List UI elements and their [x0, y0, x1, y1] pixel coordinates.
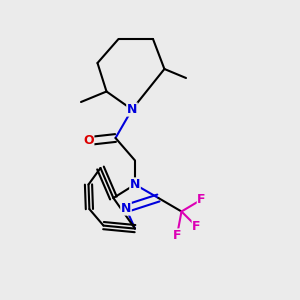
Text: N: N	[127, 103, 137, 116]
Text: N: N	[130, 178, 140, 191]
Text: N: N	[121, 202, 131, 215]
Text: F: F	[173, 229, 181, 242]
Text: O: O	[83, 134, 94, 148]
Text: F: F	[192, 220, 201, 233]
Text: F: F	[197, 193, 206, 206]
